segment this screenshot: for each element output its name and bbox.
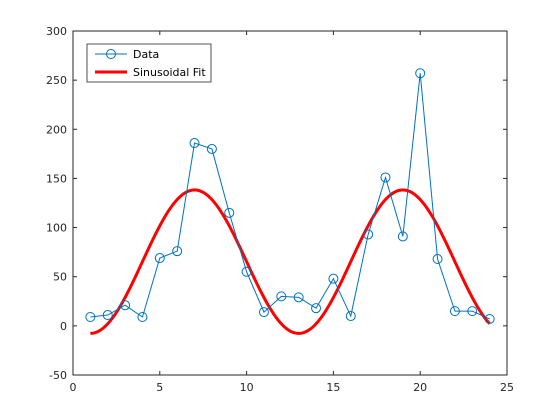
data-point-marker bbox=[241, 266, 252, 277]
data-point-marker bbox=[363, 229, 374, 240]
data-point-marker bbox=[276, 291, 287, 302]
legend: Data Sinusoidal Fit bbox=[86, 43, 212, 83]
y-tick-label: 0 bbox=[60, 320, 67, 333]
data-point-marker bbox=[189, 138, 200, 149]
data-point-marker bbox=[415, 68, 426, 79]
plot-box bbox=[72, 30, 508, 376]
y-tick-label: 150 bbox=[46, 172, 67, 185]
data-point-marker bbox=[120, 300, 131, 311]
data-point-marker bbox=[432, 254, 443, 265]
y-tick-label: -50 bbox=[49, 369, 67, 382]
x-tick-label: 20 bbox=[413, 381, 427, 394]
series-layer bbox=[85, 68, 495, 335]
plot-area bbox=[73, 31, 507, 375]
data-point-marker bbox=[449, 306, 460, 317]
y-tick-label: 50 bbox=[53, 271, 67, 284]
x-tick-label: 25 bbox=[500, 381, 514, 394]
legend-label-data: Data bbox=[133, 48, 159, 61]
x-tick-label: 15 bbox=[326, 381, 340, 394]
data-point-marker bbox=[102, 310, 113, 321]
data-point-marker bbox=[311, 303, 322, 314]
y-tick-labels: -50 0 50 100 150 200 250 300 bbox=[46, 25, 67, 382]
data-point-marker bbox=[467, 306, 478, 317]
legend-data-marker bbox=[106, 49, 116, 59]
data-point-marker bbox=[172, 246, 183, 257]
data-point-marker bbox=[206, 143, 217, 154]
y-tick-label: 200 bbox=[46, 123, 67, 136]
data-point-marker bbox=[224, 207, 235, 218]
series-sinusoidal-fit-line bbox=[90, 188, 491, 335]
data-point-marker bbox=[293, 292, 304, 303]
data-point-marker bbox=[85, 312, 96, 323]
data-point-marker bbox=[484, 313, 495, 324]
data-point-marker bbox=[328, 273, 339, 284]
x-tick-label: 5 bbox=[156, 381, 163, 394]
y-tick-label: 100 bbox=[46, 222, 67, 235]
y-tick-label: 250 bbox=[46, 74, 67, 87]
x-tick-label: 0 bbox=[70, 381, 77, 394]
y-tick-label: 300 bbox=[46, 25, 67, 38]
data-point-marker bbox=[345, 311, 356, 322]
x-tick-labels: 0 5 10 15 20 25 bbox=[70, 381, 515, 394]
x-tick-label: 10 bbox=[240, 381, 254, 394]
data-point-marker bbox=[397, 231, 408, 242]
data-point-marker bbox=[258, 307, 269, 318]
data-point-marker bbox=[380, 172, 391, 183]
data-point-marker bbox=[137, 312, 148, 323]
series-data-line bbox=[90, 73, 490, 320]
legend-label-fit: Sinusoidal Fit bbox=[133, 66, 206, 79]
data-point-marker bbox=[154, 253, 165, 264]
